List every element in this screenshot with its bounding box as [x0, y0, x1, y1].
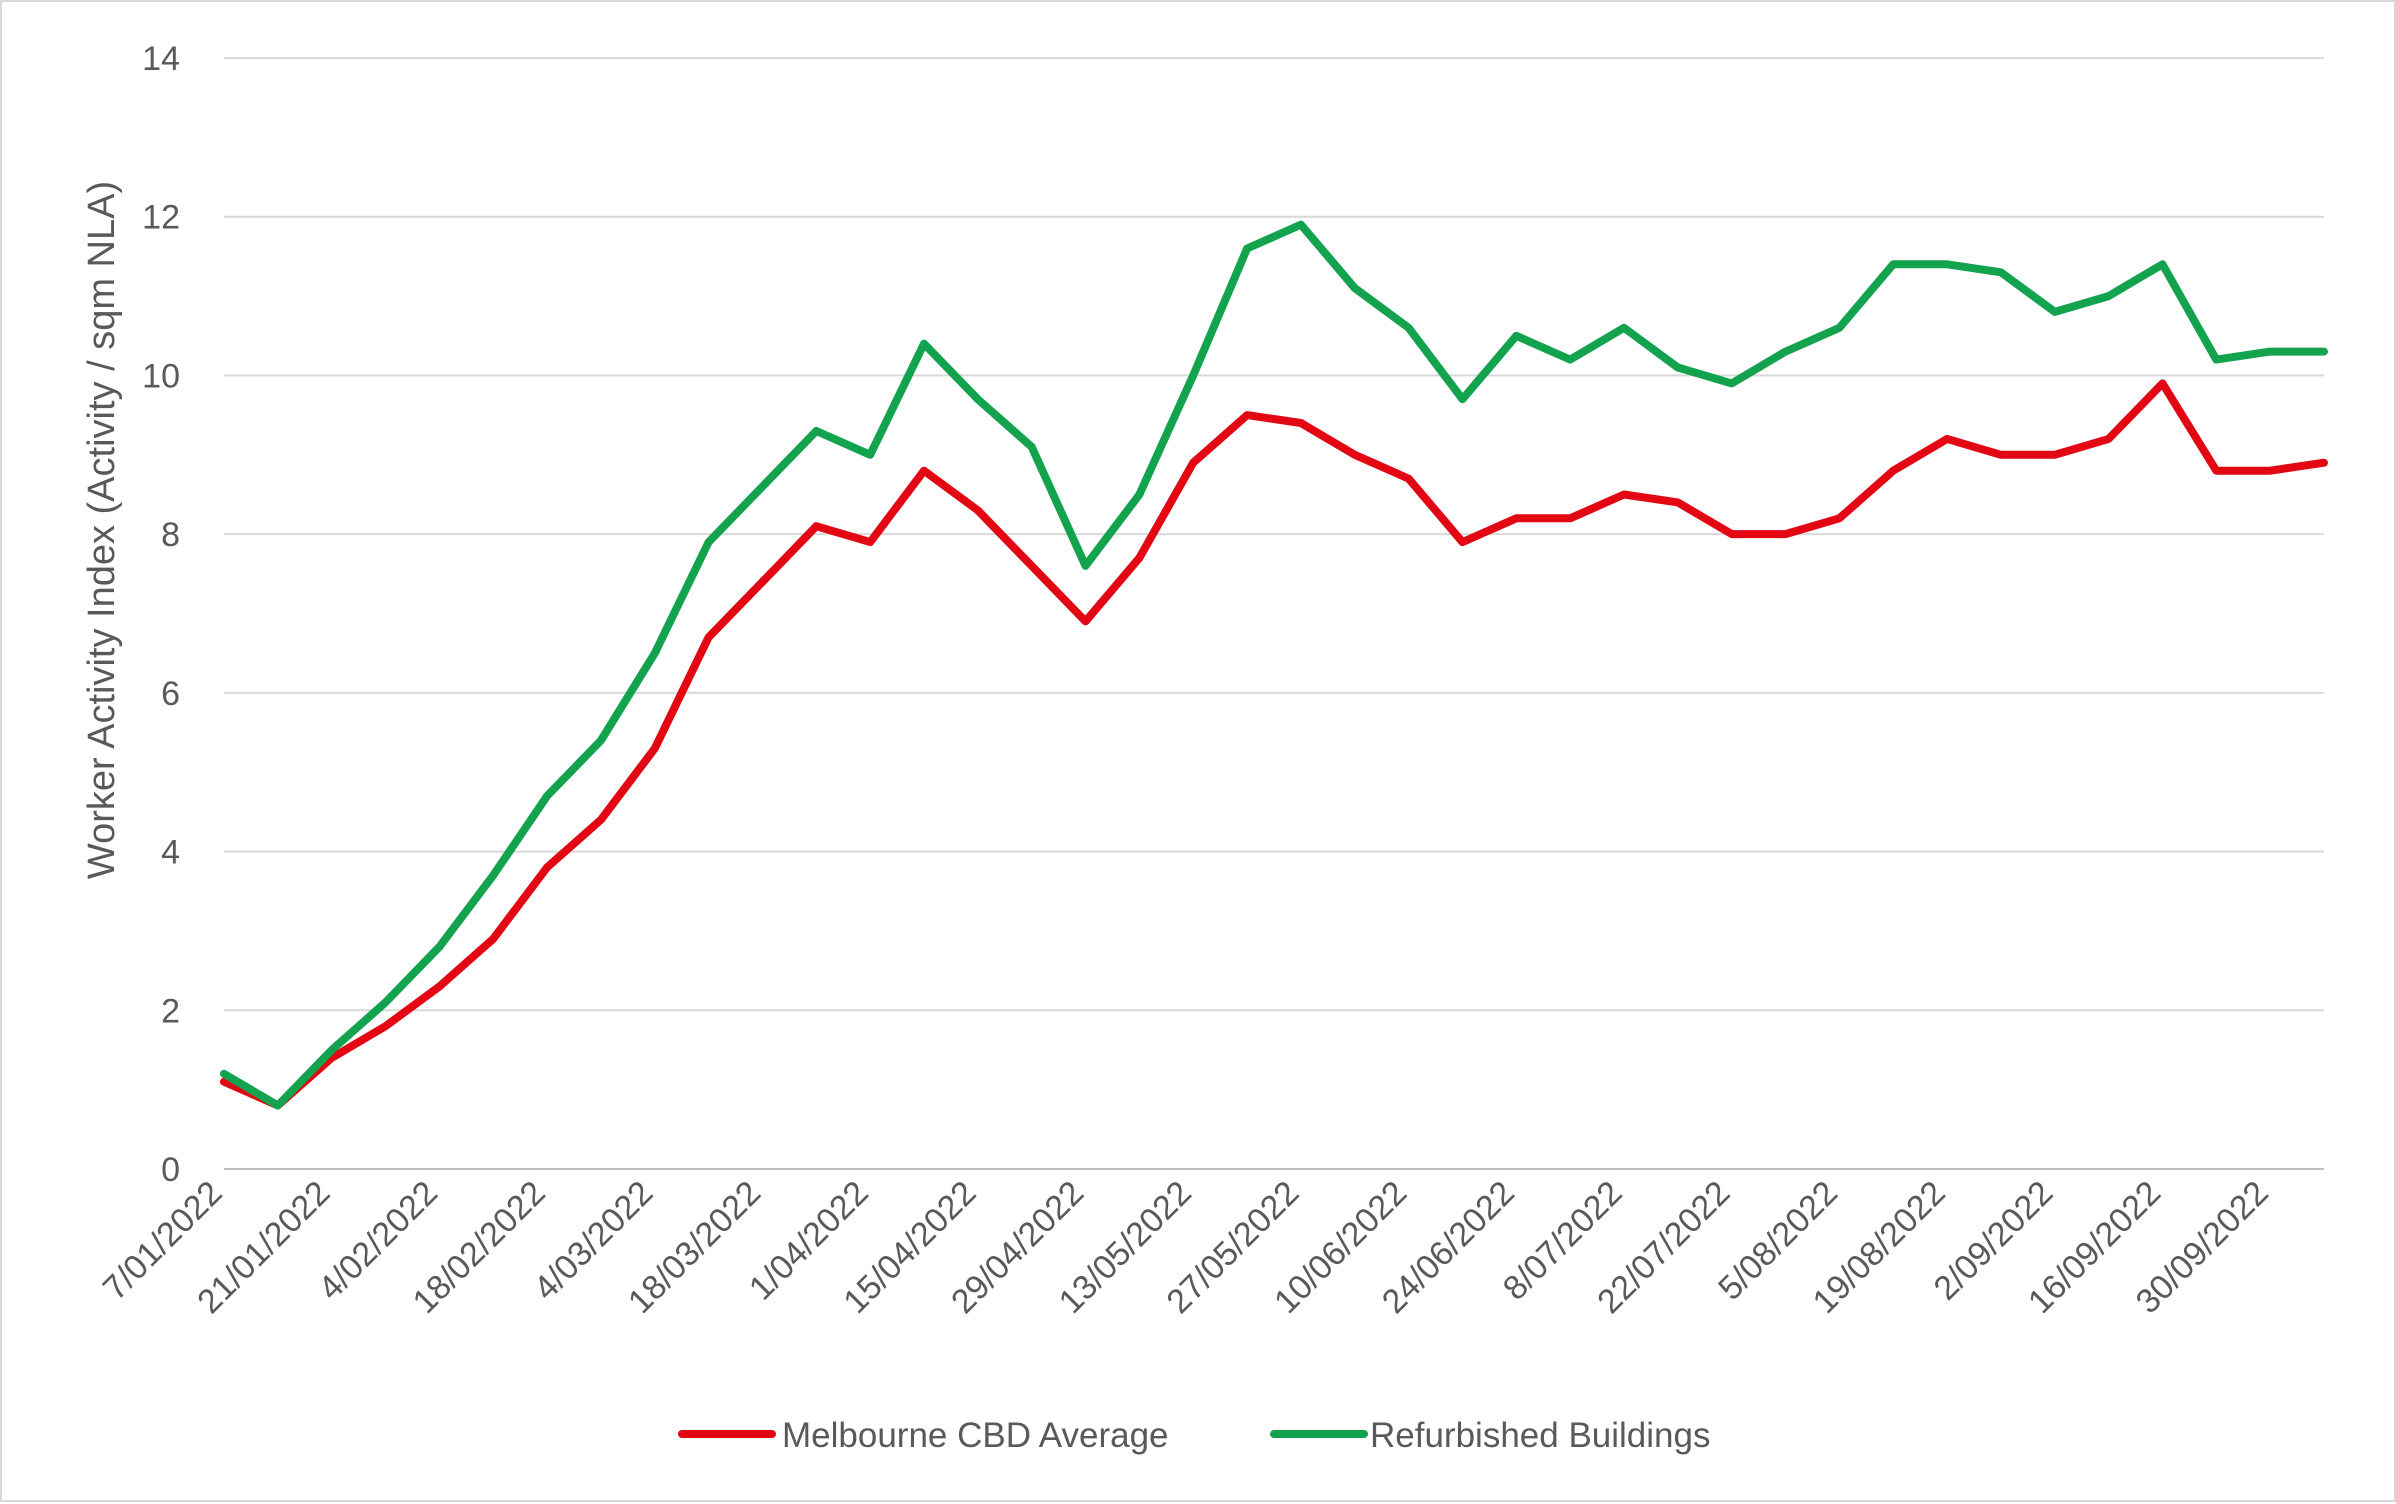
gridlines: [224, 57, 2324, 1170]
y-tick-label: 8: [161, 516, 180, 554]
legend: Melbourne CBD Average Refurbished Buildin…: [678, 1416, 1710, 1455]
y-axis-ticks: 0 2 4 6 8 10 12 14: [142, 40, 180, 1189]
series-lines: [220, 220, 2328, 1110]
y-tick-label: 14: [142, 40, 180, 78]
series-line-refurbished-buildings: [220, 220, 2328, 1110]
y-axis-title: Worker Activity Index (Activity / sqm NL…: [81, 181, 123, 879]
y-tick-label: 6: [161, 675, 180, 713]
y-tick-label: 0: [161, 1151, 180, 1189]
legend-item: Melbourne CBD Average: [678, 1416, 1169, 1455]
y-tick-label: 4: [161, 834, 180, 872]
y-tick-label: 10: [142, 357, 180, 395]
legend-label: Refurbished Buildings: [1370, 1416, 1710, 1455]
y-tick-label: 2: [161, 992, 180, 1030]
x-axis-ticks: 7/01/202221/01/20224/02/202218/02/20224/…: [96, 1174, 2276, 1321]
series-line-melbourne-cbd-average: [220, 379, 2328, 1110]
legend-label: Melbourne CBD Average: [782, 1416, 1169, 1455]
y-tick-label: 12: [142, 199, 180, 237]
legend-item: Refurbished Buildings: [1270, 1416, 1710, 1455]
